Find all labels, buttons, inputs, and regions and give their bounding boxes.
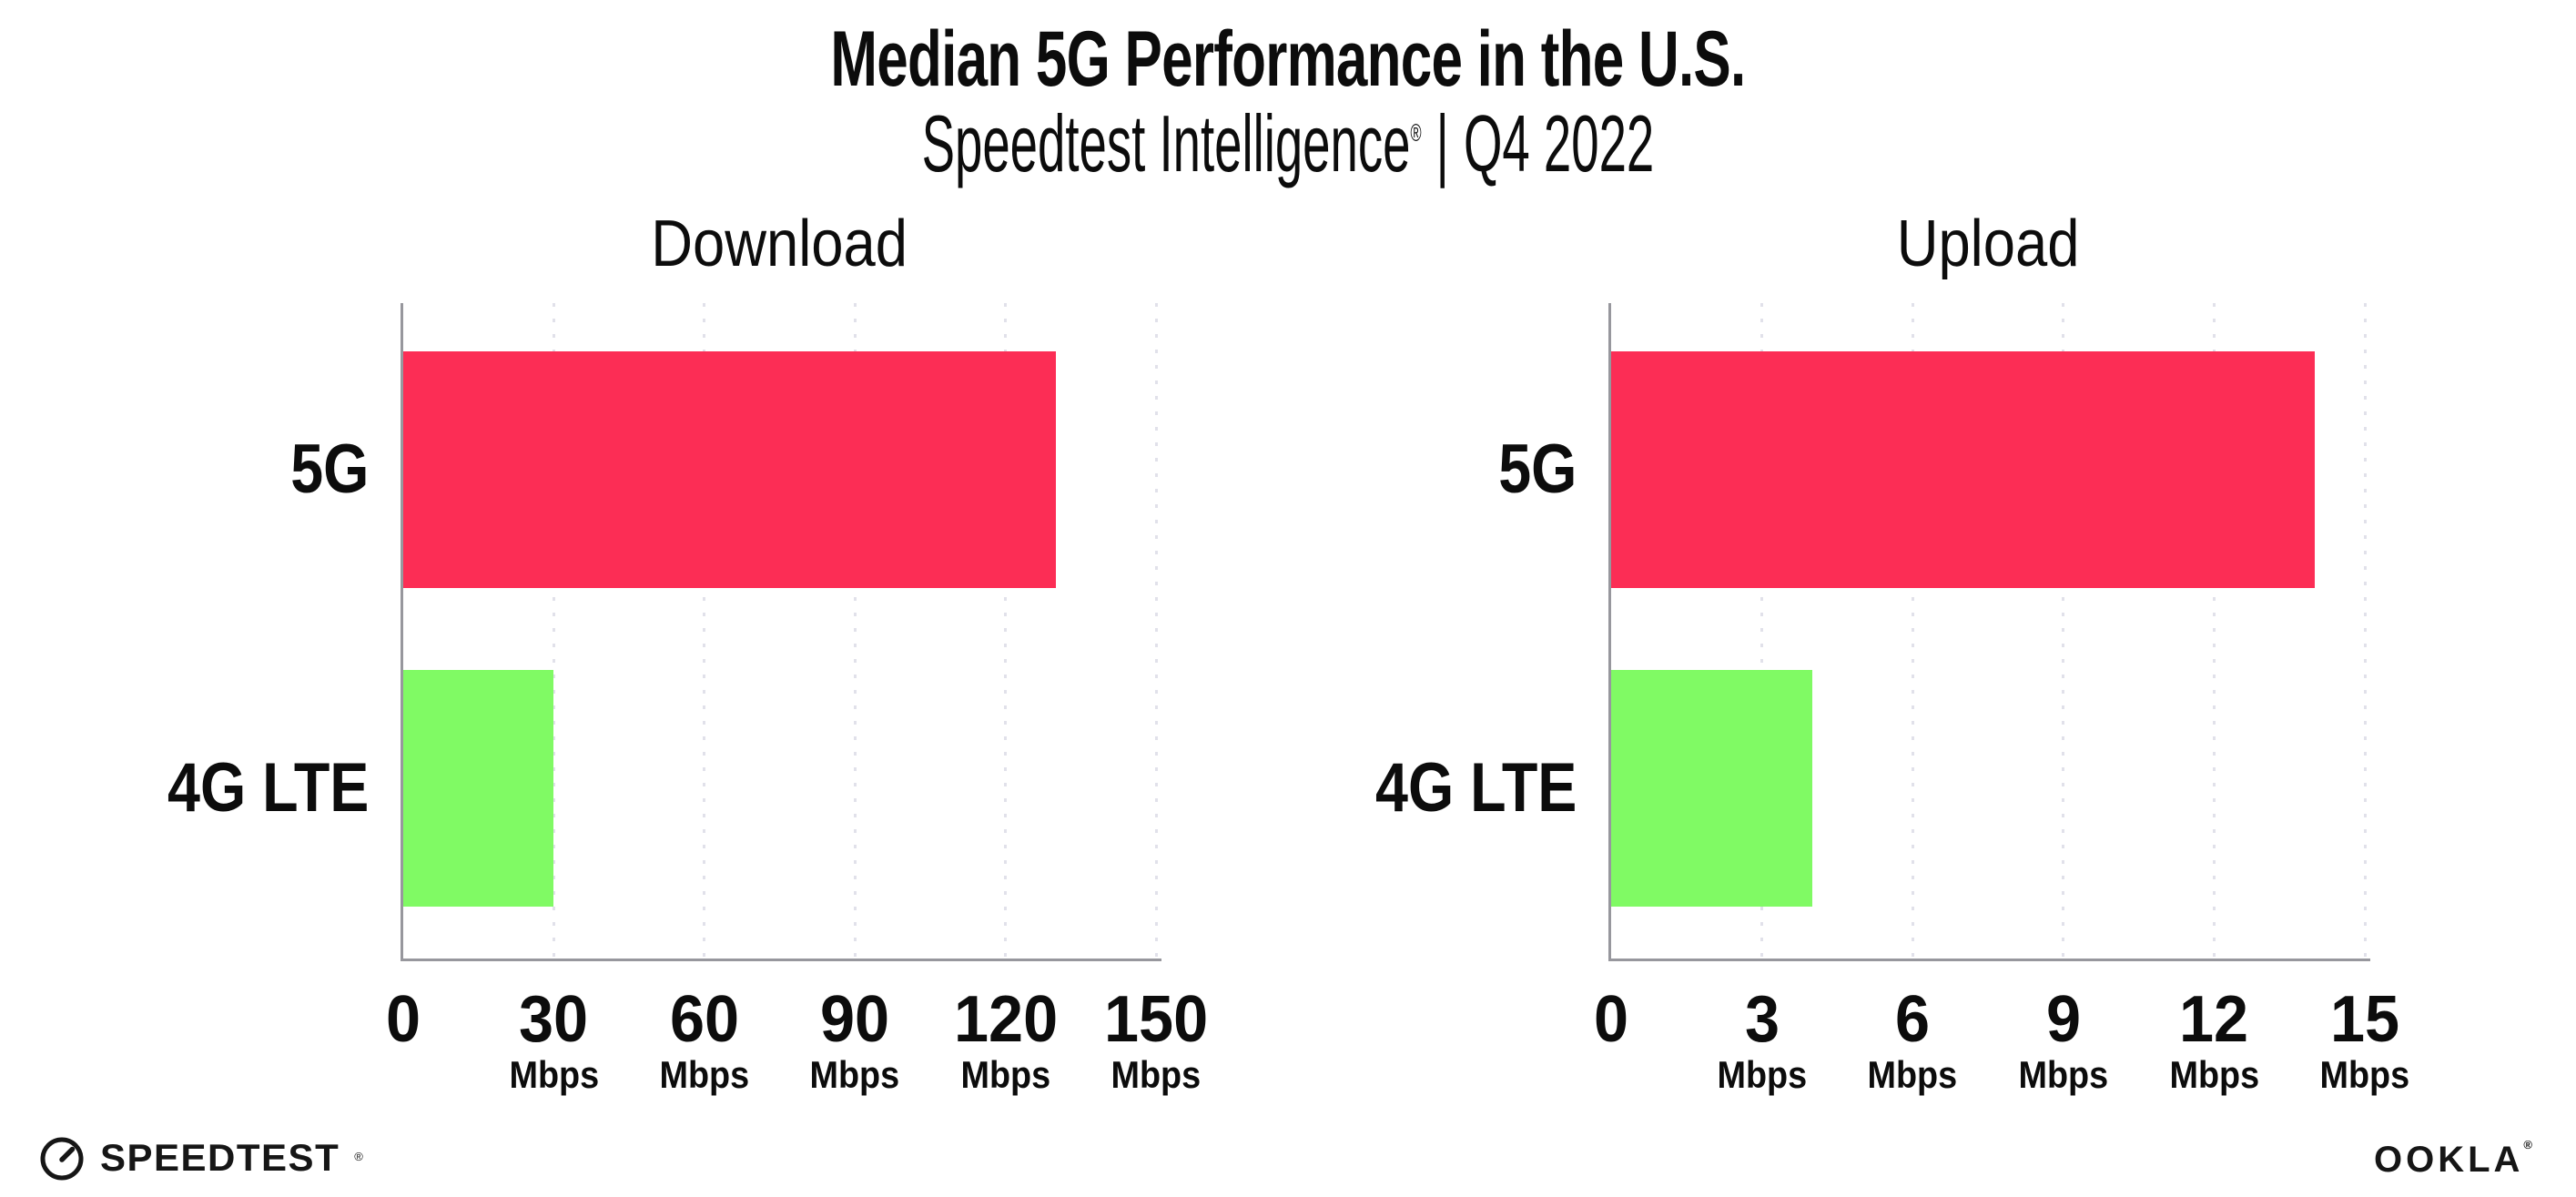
tick-label-30: 30 [444, 987, 663, 1052]
tick-label-60: 60 [595, 987, 814, 1052]
ookla-registered-mark-icon: ® [2523, 1138, 2536, 1151]
tick-label-90: 90 [745, 987, 964, 1052]
tick-unit-text: Mbps [1867, 1053, 1958, 1096]
tick-unit-label: Mbps [1047, 1056, 1265, 1094]
bar-4g-lte [403, 670, 554, 907]
tick-unit-text: Mbps [2169, 1053, 2259, 1096]
tick-unit-text: Mbps [2319, 1053, 2410, 1096]
tick-label-text: 0 [385, 983, 421, 1056]
gridline [552, 303, 555, 959]
tick-label-9: 9 [1954, 987, 2173, 1052]
gridline [1760, 303, 1764, 959]
category-label-text: 4G LTE [1374, 749, 1577, 827]
y-axis-line [1608, 303, 1611, 961]
category-label-4g-lte: 4G LTE [0, 747, 369, 829]
tick-unit-text: Mbps [659, 1053, 750, 1096]
tick-label-6: 6 [1803, 987, 2022, 1052]
tick-label-12: 12 [2104, 987, 2323, 1052]
tick-unit-text: Mbps [2018, 1053, 2109, 1096]
subtitle-period: Q4 2022 [1464, 98, 1655, 188]
x-axis-line [1608, 959, 2370, 961]
bar-5g [403, 351, 1056, 588]
tick-label-text: 60 [669, 983, 739, 1056]
speedtest-wordmark: SPEEDTEST [100, 1136, 340, 1179]
tick-label-text: 9 [2045, 983, 2081, 1056]
tick-unit-text: Mbps [1111, 1053, 1202, 1096]
category-label-text: 4G LTE [167, 749, 369, 827]
page-title-text: Median 5G Performance in the U.S. [830, 15, 1746, 103]
subplot-title: Upload [1611, 211, 2365, 277]
category-label-text: 5G [1497, 431, 1577, 508]
tick-label-text: 0 [1593, 983, 1629, 1056]
tick-label-text: 3 [1744, 983, 1780, 1056]
tick-label-text: 30 [519, 983, 589, 1056]
gridline [2062, 303, 2065, 959]
tick-unit-label: Mbps [595, 1056, 814, 1094]
page-subtitle-text: Speedtest Intelligence® | Q4 2022 [922, 101, 1655, 186]
tick-label-text: 6 [1895, 983, 1931, 1056]
tick-label-text: 120 [953, 983, 1058, 1056]
tick-unit-label: Mbps [1803, 1056, 2022, 1094]
category-label-5g: 5G [1012, 429, 1577, 511]
tick-label-text: 15 [2329, 983, 2400, 1056]
subtitle-separator: | [1435, 98, 1449, 188]
category-label-text: 5G [289, 431, 369, 508]
tick-label-text: 90 [820, 983, 890, 1056]
subplot-title: Download [403, 211, 1156, 277]
x-axis-line [401, 959, 1161, 961]
gridline [1004, 303, 1008, 959]
speedtest-gauge-icon [40, 1137, 84, 1181]
tick-unit-text: Mbps [809, 1053, 900, 1096]
speedtest-logo: SPEEDTEST ® [38, 1134, 363, 1182]
tick-unit-label: Mbps [444, 1056, 663, 1094]
tick-label-120: 120 [897, 987, 1115, 1052]
tick-unit-label: Mbps [745, 1056, 964, 1094]
tick-unit-text: Mbps [509, 1053, 599, 1096]
category-label-5g: 5G [0, 429, 369, 511]
tick-unit-label: Mbps [2256, 1056, 2474, 1094]
gridline [2363, 303, 2367, 959]
subtitle-brand: Speedtest Intelligence [921, 98, 1411, 188]
gridline [853, 303, 857, 959]
tick-label-text: 12 [2179, 983, 2249, 1056]
gridline [1154, 303, 1158, 959]
tick-unit-label: Mbps [897, 1056, 1115, 1094]
tick-unit-label: Mbps [1954, 1056, 2173, 1094]
page-title: Median 5G Performance in the U.S. [0, 15, 2576, 103]
tick-unit-text: Mbps [960, 1053, 1050, 1096]
tick-unit-text: Mbps [1717, 1053, 1807, 1096]
tick-unit-label: Mbps [2104, 1056, 2323, 1094]
registered-mark-icon: ® [1410, 119, 1422, 147]
tick-unit-label: Mbps [1653, 1056, 1871, 1094]
bar-4g-lte [1611, 670, 1812, 907]
gridline [2212, 303, 2216, 959]
bar-5g [1611, 351, 2315, 588]
y-axis-line [401, 303, 403, 961]
ookla-wordmark: OOKLA® [2373, 1138, 2536, 1181]
page-subtitle: Speedtest Intelligence® | Q4 2022 [0, 101, 2576, 186]
speedtest-registered-mark-icon: ® [354, 1149, 363, 1163]
tick-label-0: 0 [294, 987, 512, 1052]
subplot-title-text: Download [651, 208, 908, 280]
tick-label-3: 3 [1653, 987, 1871, 1052]
tick-label-0: 0 [1502, 987, 1720, 1052]
tick-label-text: 150 [1103, 983, 1209, 1056]
subplot-title-text: Upload [1896, 208, 2080, 280]
tick-label-15: 15 [2256, 987, 2474, 1052]
gridline [703, 303, 706, 959]
gridline [1911, 303, 1914, 959]
tick-label-150: 150 [1047, 987, 1265, 1052]
ookla-wordmark-text: OOKLA [2373, 1140, 2524, 1180]
category-label-4g-lte: 4G LTE [1012, 747, 1577, 829]
